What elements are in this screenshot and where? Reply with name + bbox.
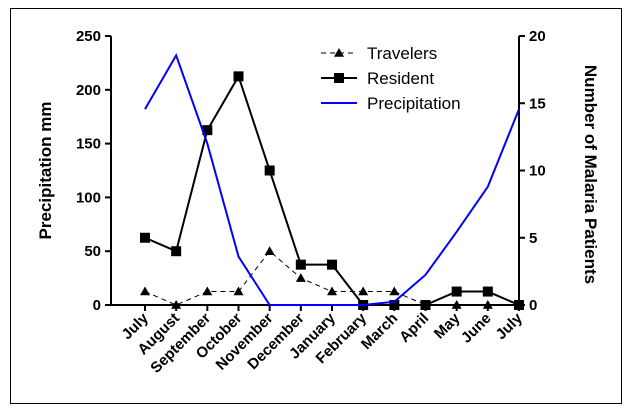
y-left-tick-label: 50 <box>84 243 101 260</box>
legend: Travelers Resident Precipitation <box>321 44 461 113</box>
y-left-tick-label: 250 <box>76 28 101 45</box>
legend-item-resident: Resident <box>321 69 434 88</box>
resident-line <box>144 73 520 306</box>
chart: 05010015020025005101520JulyAugustSeptemb… <box>36 28 600 377</box>
resident-point <box>389 300 400 310</box>
x-tick-label: July <box>493 309 527 343</box>
legend-marker-travelers <box>334 48 344 57</box>
legend-item-precipitation: Precipitation <box>321 94 461 113</box>
y-left-tick-label: 0 <box>93 297 101 314</box>
resident-point <box>514 300 524 310</box>
travelers-point <box>482 300 493 309</box>
legend-label-precipitation: Precipitation <box>367 94 461 113</box>
resident-point <box>171 246 182 257</box>
y-right-tick-label: 15 <box>529 95 546 112</box>
chart-frame: 0 50 100 150 200 250 0 5 10 15 20 July August Septemb… <box>10 8 622 404</box>
axes: 05010015020025005101520JulyAugustSeptemb… <box>76 28 546 377</box>
y-right-tick-label: 20 <box>529 28 546 45</box>
travelers-point <box>358 286 369 296</box>
travelers-point <box>451 300 462 309</box>
series-layer <box>140 52 524 310</box>
x-tick-label: April <box>396 310 432 346</box>
y-axis-left-title: Precipitation mm <box>36 102 55 240</box>
series-resident <box>140 71 524 310</box>
travelers-point <box>140 286 150 296</box>
legend-label-resident: Resident <box>367 69 434 88</box>
resident-point <box>233 71 244 82</box>
travelers-point <box>233 286 244 296</box>
travelers-point <box>327 286 337 296</box>
precipitation-line <box>144 52 520 306</box>
legend-marker-resident <box>334 73 344 83</box>
travelers-point <box>389 286 400 296</box>
resident-point <box>140 232 150 243</box>
resident-point <box>295 259 306 270</box>
travelers-line <box>144 250 519 306</box>
y-axis-right-title: Number of Malaria Patients <box>581 65 600 284</box>
travelers-point <box>295 273 306 282</box>
resident-point <box>451 286 462 297</box>
x-tick-label: May <box>431 309 464 342</box>
y-right-tick-label: 0 <box>529 297 537 314</box>
y-right-tick-label: 10 <box>529 163 546 180</box>
legend-item-travelers: Travelers <box>321 44 437 63</box>
travelers-point <box>171 300 182 309</box>
travelers-point <box>202 286 213 296</box>
resident-point <box>264 165 275 176</box>
travelers-point <box>264 246 275 255</box>
resident-point <box>327 259 337 270</box>
y-left-tick-label: 100 <box>76 189 101 206</box>
y-right-tick-label: 5 <box>529 230 537 247</box>
legend-label-travelers: Travelers <box>367 44 437 63</box>
x-tick-label: June <box>458 310 495 347</box>
resident-point <box>482 286 493 297</box>
resident-point <box>202 125 213 136</box>
resident-point <box>420 300 431 310</box>
y-left-tick-label: 150 <box>76 136 101 153</box>
y-left-tick-label: 200 <box>76 82 101 99</box>
series-precipitation <box>144 52 520 306</box>
series-travelers <box>140 246 524 309</box>
